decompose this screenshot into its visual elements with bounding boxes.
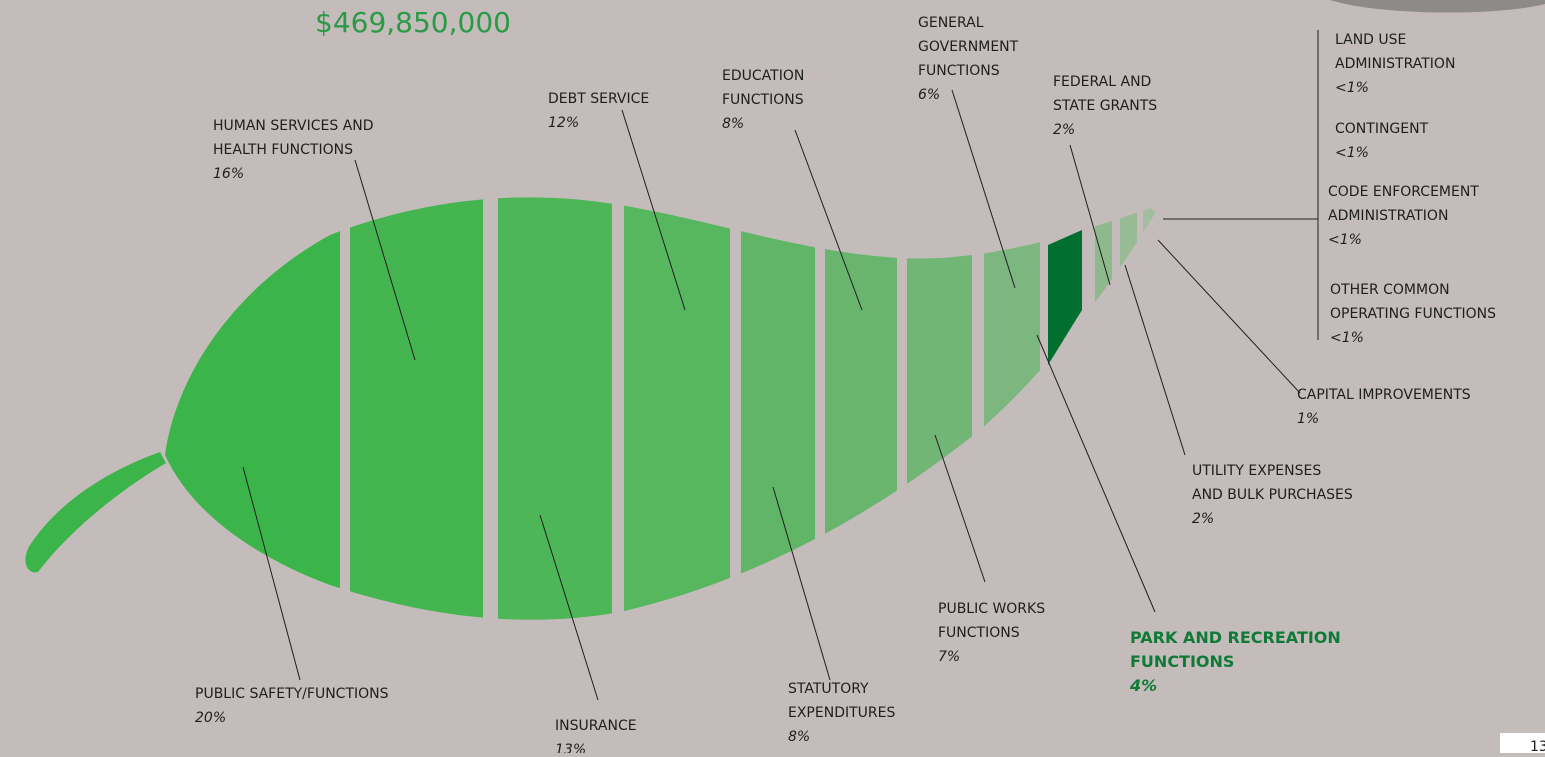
- leader-line: [242, 466, 301, 681]
- segment-share: 8%: [722, 116, 744, 132]
- segment-label: PUBLIC WORKS: [938, 601, 1045, 617]
- segment-share: <1%: [1328, 232, 1362, 248]
- segment-label: PUBLIC SAFETY/FUNCTIONS: [195, 686, 389, 702]
- segment-label: INSURANCE: [555, 718, 637, 734]
- segment-label: GOVERNMENT: [918, 39, 1019, 55]
- segment-label: ADMINISTRATION: [1328, 208, 1448, 224]
- segment-share: <1%: [1330, 330, 1364, 346]
- total-title: $469,850,000: [315, 6, 511, 39]
- leader-line: [1157, 239, 1301, 394]
- strip: [350, 197, 483, 620]
- segment-label: UTILITY EXPENSES: [1192, 463, 1321, 479]
- segment-share: <1%: [1335, 80, 1369, 96]
- strip: [624, 197, 730, 620]
- segment-label: HEALTH FUNCTIONS: [213, 142, 353, 158]
- strip: [984, 197, 1040, 620]
- leaf-stem: [25, 452, 166, 573]
- strip: [1143, 197, 1156, 620]
- top-ornament: [1330, 0, 1545, 13]
- segment-share: 2%: [1053, 122, 1075, 138]
- strip: [825, 197, 897, 620]
- segment-label: LAND USE: [1335, 32, 1406, 48]
- segment-label: AND BULK PURCHASES: [1192, 487, 1353, 503]
- segment-label: STATUTORY: [788, 681, 869, 697]
- strip: [741, 197, 815, 620]
- segment-label: FEDERAL AND: [1053, 74, 1151, 90]
- leader-line: [934, 434, 986, 583]
- leader-line: [772, 486, 831, 681]
- page-number: 13: [1530, 739, 1545, 753]
- highlight-strip: [1048, 230, 1082, 365]
- strip: [907, 197, 972, 620]
- segment-label: ADMINISTRATION: [1335, 56, 1455, 72]
- strip: [1095, 197, 1112, 620]
- segment-label: EXPENDITURES: [788, 705, 895, 721]
- leader-line: [794, 129, 863, 311]
- segment-label: OTHER COMMON: [1330, 282, 1450, 298]
- segment-share: 16%: [213, 166, 244, 182]
- segment-label: CONTINGENT: [1335, 121, 1429, 137]
- segment-share: 7%: [938, 649, 960, 665]
- strip: [1120, 197, 1137, 620]
- segment-label: FUNCTIONS: [918, 63, 1000, 79]
- strip: [165, 197, 340, 620]
- segment-share: 8%: [788, 729, 810, 745]
- segment-label: DEBT SERVICE: [548, 91, 649, 107]
- leader-line: [1124, 264, 1186, 456]
- strip: [498, 197, 612, 620]
- segment-label: OPERATING FUNCTIONS: [1330, 306, 1496, 322]
- segment-share: 2%: [1192, 511, 1214, 527]
- segment-label: EDUCATION: [722, 68, 804, 84]
- segment-share: 1%: [1297, 411, 1319, 427]
- bracket: [1163, 30, 1319, 340]
- segment-share: 12%: [548, 115, 579, 131]
- segment-label: HUMAN SERVICES AND: [213, 118, 374, 134]
- segment-label: CAPITAL IMPROVEMENTS: [1297, 387, 1471, 403]
- segment-share: 13%: [555, 742, 586, 753]
- leader-line: [621, 109, 686, 311]
- leaf-strips: [165, 197, 1156, 620]
- page-tab: [1500, 733, 1545, 753]
- segment-label: FUNCTIONS: [938, 625, 1020, 641]
- segment-share: 20%: [195, 710, 226, 726]
- segment-label: GENERAL: [918, 15, 984, 31]
- segment-share: <1%: [1335, 145, 1369, 161]
- segment-label: STATE GRANTS: [1053, 98, 1157, 114]
- leader-line: [539, 514, 599, 701]
- leader-line: [354, 159, 416, 361]
- segment-label: PARK AND RECREATION: [1130, 628, 1341, 647]
- segment-label: FUNCTIONS: [1130, 652, 1234, 671]
- segment-share: 6%: [918, 87, 940, 103]
- leader-line: [1036, 334, 1156, 613]
- leader-line: [951, 89, 1016, 289]
- segment-label: CODE ENFORCEMENT: [1328, 184, 1479, 200]
- segment-share: 4%: [1129, 676, 1157, 695]
- segment-label: FUNCTIONS: [722, 92, 804, 108]
- leader-line: [1069, 144, 1111, 286]
